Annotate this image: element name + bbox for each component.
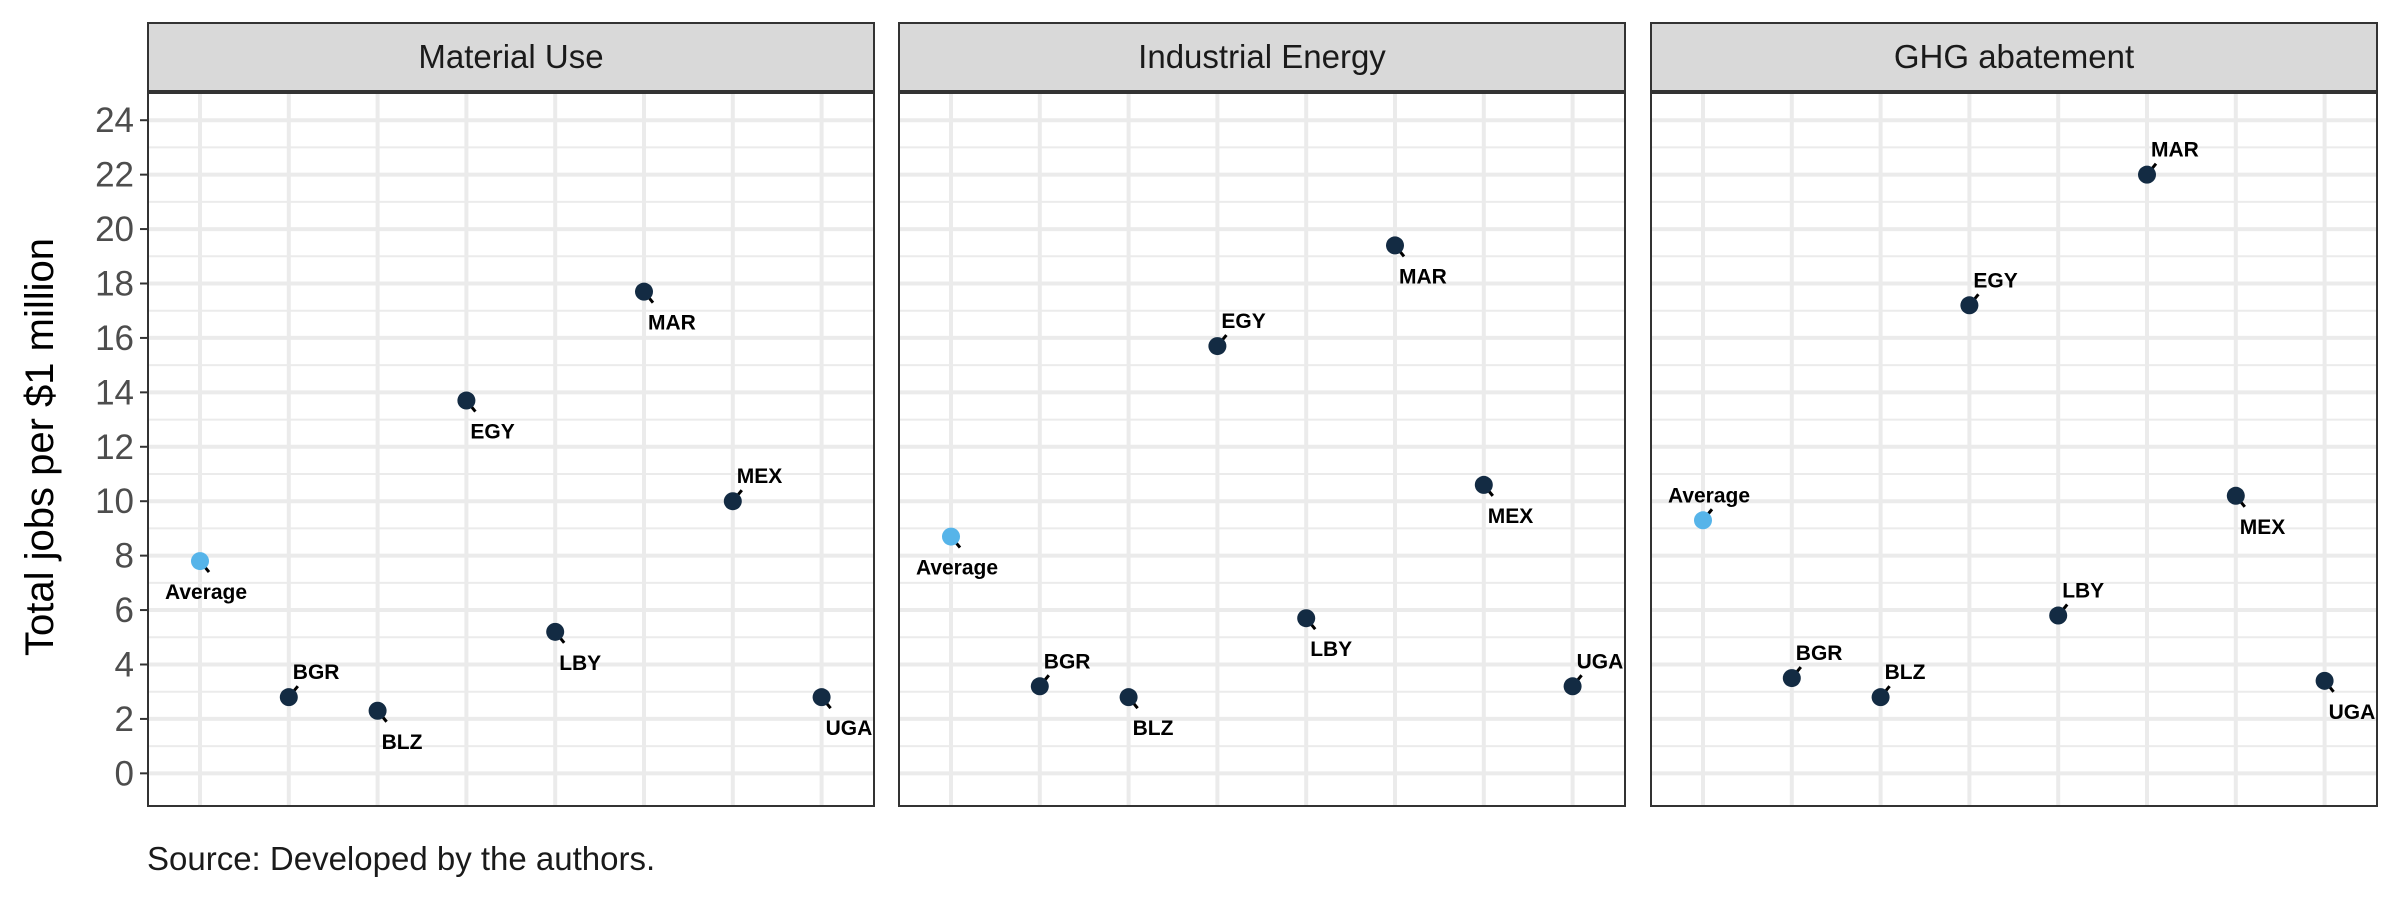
point-label: EGY [1221, 310, 1265, 333]
panel-strip [898, 22, 1626, 92]
point-label: Average [916, 557, 998, 580]
y-tick-label: 24 [95, 101, 134, 140]
y-axis-title: Total jobs per $1 million [18, 238, 62, 656]
country-point [1474, 475, 1493, 494]
y-tick-label: 4 [115, 645, 134, 684]
panel-title: Industrial Energy [1138, 38, 1386, 75]
average-point [1694, 511, 1712, 530]
point-label: MAR [648, 312, 696, 335]
point-label: UGA [826, 717, 873, 740]
panel: Industrial Energy Average BGR BLZ EGY LBY MAR M… [898, 22, 1626, 807]
point-label: BGR [1796, 642, 1843, 665]
panel-border [1650, 92, 2378, 807]
country-point [368, 701, 387, 720]
country-point [1119, 688, 1138, 707]
y-tick-label: 18 [95, 264, 134, 303]
y-tick-label: 2 [115, 700, 134, 739]
panel: GHG abatement Average BGR BLZ EGY LBY MAR MEX UG… [1650, 22, 2378, 807]
y-tick-label: 0 [115, 754, 134, 793]
y-tick-label: 22 [95, 156, 134, 195]
panels-group: Material Use Average BGR BLZ EGY LBY MAR MEX UGA… [147, 22, 2378, 807]
country-point [1563, 677, 1582, 696]
country-point [1960, 296, 1979, 315]
average-point [942, 527, 960, 546]
point-label: LBY [559, 652, 601, 675]
y-tick-label: 12 [95, 428, 134, 467]
country-point [812, 688, 831, 707]
point-label: Average [1668, 484, 1750, 507]
point-label: EGY [1973, 269, 2017, 292]
point-label: MEX [2240, 516, 2286, 539]
point-label: LBY [2062, 580, 2104, 603]
point-label: EGY [470, 421, 514, 444]
country-point [546, 622, 565, 641]
country-point [635, 282, 653, 301]
point-label: Average [165, 581, 247, 604]
plot-background [148, 93, 874, 806]
point-label: MAR [1399, 265, 1447, 288]
y-tick-label: 14 [95, 373, 134, 412]
point-label: BGR [1044, 650, 1091, 673]
point-label: UGA [1577, 650, 1624, 673]
y-tick-label: 20 [95, 210, 134, 249]
point-label: BGR [293, 661, 340, 684]
panel-border [147, 92, 875, 807]
point-label: MEX [737, 465, 783, 488]
point-label: MAR [2151, 139, 2199, 162]
plot-background [899, 93, 1625, 806]
chart-caption: Source: Developed by the authors. [147, 840, 655, 877]
point-label: BLZ [382, 731, 423, 754]
y-tick-label: 6 [115, 591, 134, 630]
y-tick-label: 8 [115, 537, 134, 576]
point-label: UGA [2329, 701, 2376, 724]
panel-strip [1650, 22, 2378, 92]
country-point [723, 492, 742, 511]
country-point [2138, 165, 2156, 184]
country-point [279, 688, 298, 707]
country-point [1030, 677, 1049, 696]
country-point [1386, 236, 1404, 255]
y-tick-label: 16 [95, 319, 134, 358]
country-point [457, 391, 476, 410]
country-point [2049, 606, 2068, 625]
panel-title: Material Use [418, 38, 603, 75]
country-point [1871, 688, 1890, 707]
country-point [1208, 337, 1227, 356]
y-tick-label: 10 [95, 482, 134, 521]
point-label: BLZ [1885, 661, 1926, 684]
panel: Material Use Average BGR BLZ EGY LBY MAR MEX UGA [147, 22, 875, 807]
country-point [2315, 671, 2334, 690]
country-point [2226, 486, 2245, 505]
average-point [191, 552, 209, 571]
point-label: LBY [1310, 638, 1352, 661]
point-label: BLZ [1133, 717, 1174, 740]
panel-title: GHG abatement [1894, 38, 2134, 75]
panel-border [898, 92, 1626, 807]
country-point [1297, 609, 1316, 628]
plot-background [1651, 93, 2377, 806]
country-point [1782, 669, 1801, 688]
panel-strip [147, 22, 875, 92]
point-label: MEX [1488, 505, 1534, 528]
